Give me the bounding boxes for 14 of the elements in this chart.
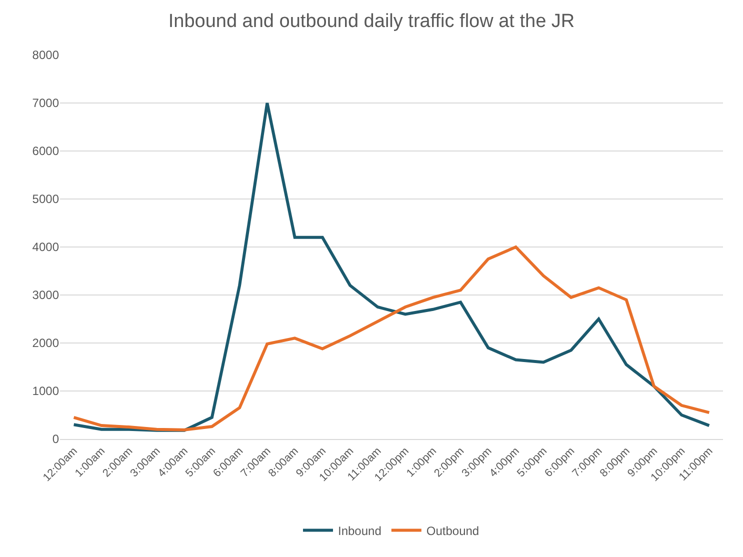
y-tick-label: 3000 [32, 288, 60, 302]
legend-label: Outbound [426, 524, 480, 538]
y-tick-label: 7000 [32, 96, 60, 110]
line-series [72, 246, 711, 432]
y-tick-label: 4000 [32, 240, 60, 254]
legend-label: Inbound [338, 524, 382, 538]
y-tick-label: 2000 [32, 336, 60, 350]
y-tick-label: 8000 [32, 48, 60, 62]
line-series [72, 102, 711, 432]
y-tick-label: 5000 [32, 192, 60, 206]
y-tick-label: 6000 [32, 144, 60, 158]
y-tick-label: 0 [52, 432, 60, 446]
chart-title: Inbound and outbound daily traffic flow at the JR [168, 11, 575, 32]
y-tick-label: 1000 [32, 384, 60, 398]
